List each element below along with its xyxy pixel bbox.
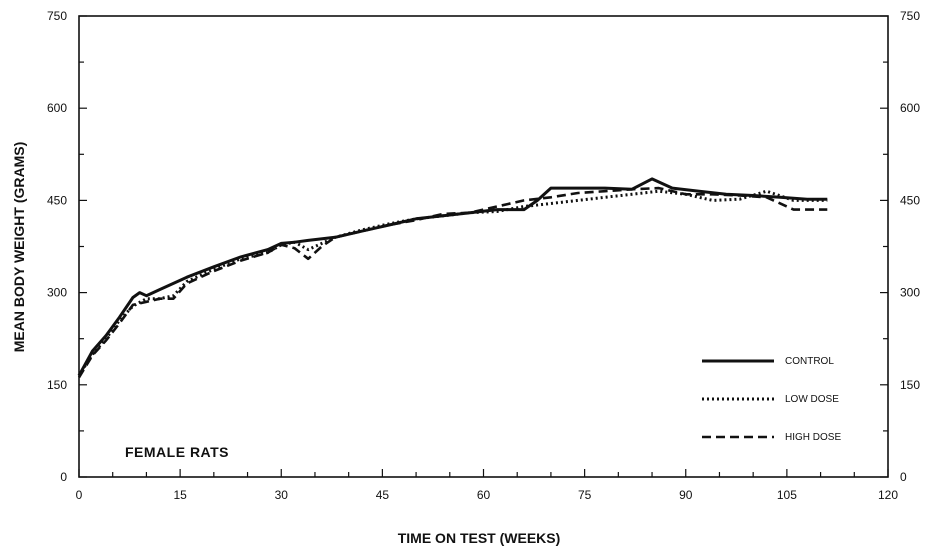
legend-label-high-dose: HIGH DOSE (785, 432, 841, 443)
x-tick-label: 105 (777, 488, 797, 502)
y-axis-title: MEAN BODY WEIGHT (GRAMS) (11, 142, 27, 353)
x-tick-label: 30 (275, 488, 289, 502)
y-tick-label-right: 150 (900, 378, 920, 392)
series-layer (77, 177, 828, 379)
ticks-layer: 0 15 30 45 60 75 90 105 120015030045060075001503… (47, 9, 920, 502)
chart-annotation: FEMALE RATS (125, 444, 229, 460)
x-tick-label: 120 (878, 488, 898, 502)
legend-label-control: CONTROL (785, 356, 834, 367)
x-tick-label: 0 (76, 488, 83, 502)
y-tick-label-left: 750 (47, 9, 67, 23)
y-tick-label-right: 750 (900, 9, 920, 23)
series-line-high-dose (77, 186, 828, 379)
x-tick-label: 60 (477, 488, 491, 502)
y-tick-label-left: 600 (47, 101, 67, 115)
x-tick-label: 75 (578, 488, 592, 502)
series-line-low-dose (77, 189, 828, 377)
series-line-control (77, 177, 828, 377)
x-tick-label: 45 (376, 488, 390, 502)
legend: CONTROL LOW DOSE HIGH DOSE (702, 356, 841, 443)
plot-frame-layer (78, 15, 889, 478)
y-tick-label-left: 300 (47, 286, 67, 300)
y-tick-label-right: 0 (900, 470, 907, 484)
y-tick-label-left: 450 (47, 193, 67, 207)
x-tick-label: 90 (679, 488, 693, 502)
y-tick-label-right: 600 (900, 101, 920, 115)
y-tick-label-right: 450 (900, 193, 920, 207)
x-axis-title: TIME ON TEST (WEEKS) (398, 530, 561, 546)
x-tick-label: 15 (173, 488, 187, 502)
y-tick-label-left: 150 (47, 378, 67, 392)
y-tick-label-right: 300 (900, 286, 920, 300)
y-tick-label-left: 0 (60, 470, 67, 484)
legend-label-low-dose: LOW DOSE (785, 394, 839, 405)
plot-frame (78, 15, 889, 478)
